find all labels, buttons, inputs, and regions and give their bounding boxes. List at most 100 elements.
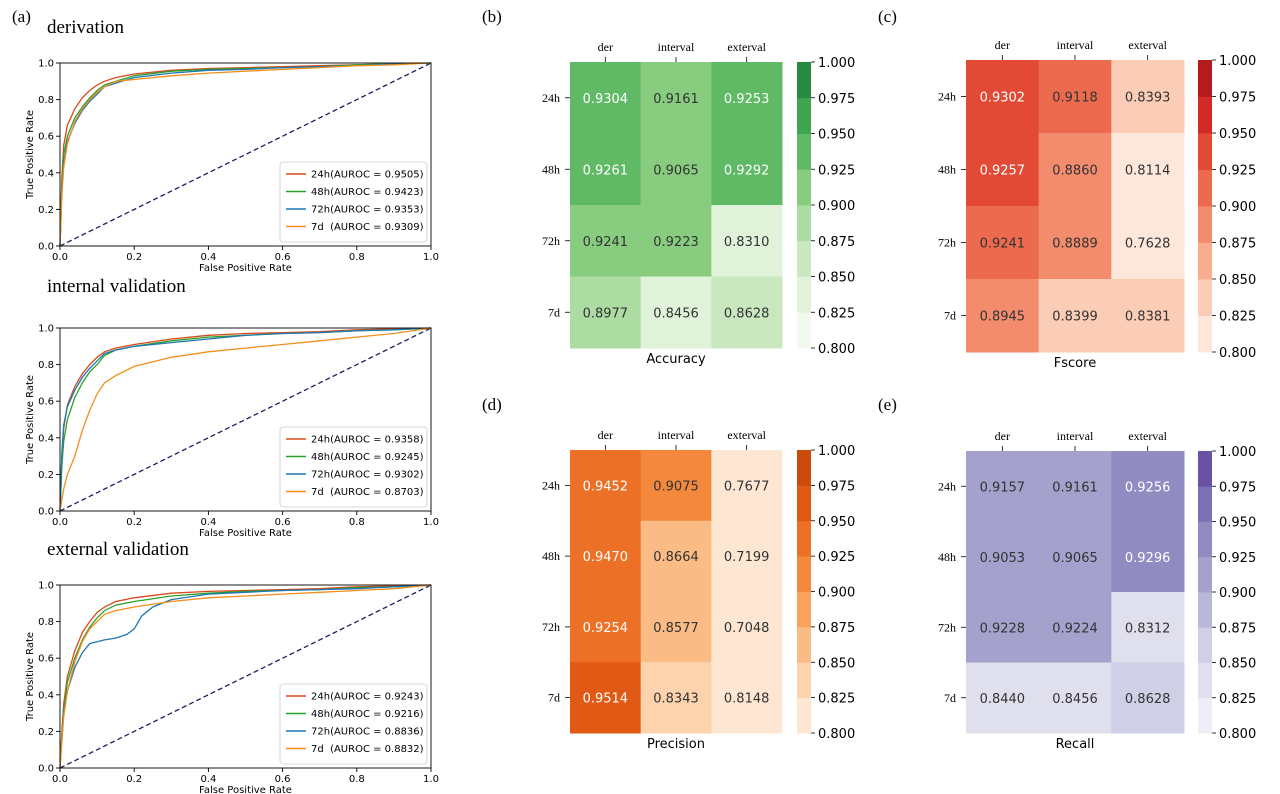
x-tick-label: 0.8 xyxy=(349,252,365,263)
colorbar-tick-label: 0.800 xyxy=(818,342,855,357)
x-tick-label: 0.4 xyxy=(200,252,216,263)
heatmap-cell xyxy=(1038,206,1112,280)
heatmap-cell xyxy=(640,133,712,206)
colorbar-segment xyxy=(1198,206,1212,243)
legend-box xyxy=(279,161,428,243)
colorbar-tick-label: 0.850 xyxy=(818,271,855,286)
heatmap-cell xyxy=(711,591,783,663)
colorbar-segment xyxy=(797,312,811,349)
column-label: interval xyxy=(1057,429,1094,443)
colorbar-tick-label: 0.900 xyxy=(1219,200,1256,215)
y-tick-label: 0.8 xyxy=(38,360,54,371)
column-label: exterval xyxy=(1128,38,1167,52)
cell-value-label: 0.8456 xyxy=(1052,692,1098,707)
cell-value-label: 0.9228 xyxy=(980,621,1026,636)
colorbar-tick-label: 0.875 xyxy=(1219,621,1256,636)
colorbar-tick-label: 0.800 xyxy=(1219,346,1256,361)
legend-entry: 24h(AUROC = 0.9243) xyxy=(311,692,424,703)
cell-value-label: 0.8312 xyxy=(1125,621,1171,636)
heatmap-cell xyxy=(1038,60,1112,134)
row-label: 72h xyxy=(542,620,560,634)
panel-letter: (d) xyxy=(482,395,502,414)
colorbar-segment xyxy=(797,556,811,592)
colorbar-segment xyxy=(797,626,811,663)
cell-value-label: 0.9157 xyxy=(980,480,1026,495)
y-axis-label: True Positive Rate xyxy=(25,110,36,200)
roc-chart: internal validation 0.0 0.2 0.4 0.6 0.8 1.0 0.0… xyxy=(25,276,439,539)
cell-value-label: 0.8577 xyxy=(653,621,699,636)
colorbar-tick-label: 0.950 xyxy=(818,515,855,530)
heatmap-cell xyxy=(711,62,783,134)
colorbar-tick-label: 1.000 xyxy=(1219,445,1256,460)
roc-curve xyxy=(59,327,432,512)
cell-value-label: 0.9304 xyxy=(583,92,629,107)
legend-entry: 48h(AUROC = 0.9423) xyxy=(311,187,424,198)
colorbar-tick-label: 0.800 xyxy=(1219,727,1256,742)
cell-value-label: 0.9257 xyxy=(980,164,1026,179)
colorbar-segment xyxy=(1198,697,1212,734)
row-label: 7d xyxy=(548,305,560,319)
roc-curve xyxy=(59,584,432,769)
legend-entry: 48h(AUROC = 0.9245) xyxy=(311,452,424,463)
colorbar-segment xyxy=(1198,627,1212,663)
row-label: 72h xyxy=(938,236,956,250)
legend: 24h(AUROC = 0.9243) 48h(AUROC = 0.9216) 72… xyxy=(279,683,428,765)
y-tick-label: 0.4 xyxy=(38,168,54,179)
heatmap-cell xyxy=(966,521,1040,593)
colorbar-segment xyxy=(797,485,811,522)
column-label: der xyxy=(598,428,613,442)
y-axis-label: True Positive Rate xyxy=(25,375,36,465)
roc-curve xyxy=(59,327,432,512)
cell-value-label: 0.8310 xyxy=(724,235,770,250)
legend-entry: 7d (AUROC = 0.9309) xyxy=(311,222,424,233)
cell-value-label: 0.9253 xyxy=(724,92,770,107)
colorbar-tick-label: 0.925 xyxy=(818,163,855,178)
cell-value-label: 0.9241 xyxy=(980,237,1026,252)
cell-value-label: 0.8440 xyxy=(980,692,1026,707)
heatmap-cell xyxy=(640,62,712,134)
cell-value-label: 0.8889 xyxy=(1052,237,1098,252)
heatmap-cell xyxy=(1038,662,1112,734)
heatmap-cell xyxy=(570,276,642,349)
y-tick-label: 1.0 xyxy=(38,59,54,70)
heatmap-chart: 0.9302 0.9118 0.8393 0.9257 0.8860 0.8114 0.92… xyxy=(938,38,1256,371)
column-label: interval xyxy=(658,428,695,442)
heatmap-chart: 0.9304 0.9161 0.9253 0.9261 0.9065 0.9292 0.92… xyxy=(542,40,855,367)
x-tick-label: 0.8 xyxy=(349,517,365,528)
colorbar-segment xyxy=(797,97,811,134)
row-label: 72h xyxy=(938,620,956,634)
colorbar-tick-label: 0.975 xyxy=(1219,480,1256,495)
cell-value-label: 0.9161 xyxy=(1052,480,1098,495)
y-tick-label: 1.0 xyxy=(38,581,54,592)
heatmap-cell xyxy=(966,662,1040,734)
colorbar-segment xyxy=(797,697,811,734)
heatmap-cell xyxy=(1111,521,1185,593)
row-label: 24h xyxy=(938,479,956,493)
cell-value-label: 0.8114 xyxy=(1125,164,1171,179)
y-tick-label: 0.6 xyxy=(38,397,54,408)
cell-value-label: 0.8628 xyxy=(1125,692,1171,707)
chance-diagonal xyxy=(59,62,432,247)
colorbar-tick-label: 1.000 xyxy=(818,56,855,71)
heatmap-cell xyxy=(1038,279,1112,353)
y-tick-label: 0.2 xyxy=(38,205,54,216)
heatmap-cell xyxy=(570,520,642,592)
cell-value-label: 0.8393 xyxy=(1125,91,1171,106)
colorbar-segment xyxy=(1198,133,1212,170)
legend-entry: 72h(AUROC = 0.8836) xyxy=(311,727,424,738)
heatmap-cell xyxy=(1111,451,1185,522)
column-label: exterval xyxy=(727,40,766,54)
colorbar-tick-label: 0.925 xyxy=(1219,551,1256,566)
colorbar-segment xyxy=(797,520,811,557)
colorbar-segment xyxy=(797,205,811,242)
colorbar-segment xyxy=(1198,662,1212,699)
x-tick-label: 0.2 xyxy=(126,774,142,785)
column-label: exterval xyxy=(727,428,766,442)
y-tick-label: 0.8 xyxy=(38,617,54,628)
column-label: der xyxy=(598,40,613,54)
heatmap-cell xyxy=(1038,521,1112,593)
row-label: 7d xyxy=(548,691,560,705)
colorbar-tick-label: 0.975 xyxy=(818,92,855,107)
heatmap-cell xyxy=(640,276,712,349)
legend-entry: 24h(AUROC = 0.9505) xyxy=(311,170,424,181)
